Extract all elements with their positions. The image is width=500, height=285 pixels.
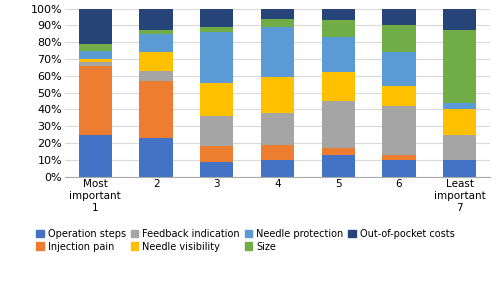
Bar [200,116,234,146]
Bar [140,30,173,34]
Bar [322,20,355,37]
Bar [200,83,234,116]
Bar [382,52,416,86]
Bar [382,106,416,155]
Bar [322,148,355,155]
Bar [322,72,355,101]
Bar [261,27,294,78]
Bar [200,27,234,32]
Bar [261,78,294,113]
Bar [261,9,294,19]
Bar [261,145,294,160]
Legend: Operation steps, Injection pain, Feedback indication, Needle visibility, Needle : Operation steps, Injection pain, Feedbac… [36,229,455,252]
Bar [322,37,355,72]
Bar [140,81,173,138]
Bar [140,52,173,71]
Bar [78,135,112,177]
Bar [382,86,416,106]
Bar [200,162,234,177]
Bar [443,30,476,103]
Bar [78,9,112,44]
Bar [382,155,416,160]
Bar [200,32,234,83]
Bar [443,9,476,30]
Bar [140,34,173,52]
Bar [322,101,355,148]
Bar [78,51,112,59]
Bar [78,62,112,66]
Bar [78,44,112,51]
Bar [322,9,355,20]
Bar [261,19,294,27]
Bar [382,9,416,25]
Bar [382,25,416,52]
Bar [322,155,355,177]
Bar [140,9,173,30]
Bar [78,59,112,62]
Bar [443,135,476,160]
Bar [443,103,476,109]
Bar [200,9,234,27]
Bar [261,160,294,177]
Bar [382,160,416,177]
Bar [443,160,476,177]
Bar [443,109,476,135]
Bar [140,71,173,81]
Bar [78,66,112,135]
Bar [140,138,173,177]
Bar [261,113,294,145]
Bar [200,146,234,162]
